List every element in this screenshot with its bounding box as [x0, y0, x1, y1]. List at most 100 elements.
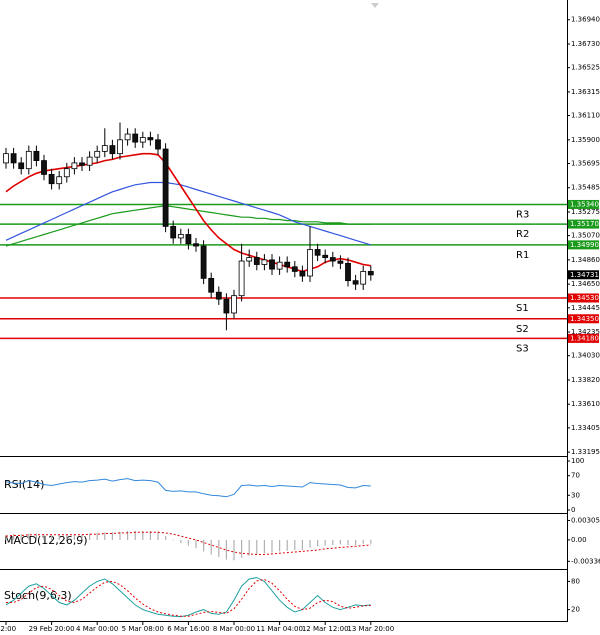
macd-bar — [172, 539, 174, 541]
macd-bar — [35, 533, 37, 540]
y-tick-label: 0 — [571, 506, 575, 514]
candle-body — [132, 133, 139, 143]
candle-body — [360, 271, 367, 285]
indicator-line — [5, 577, 371, 618]
y-tick-label: 1.36730 — [571, 40, 600, 48]
candle-body — [261, 259, 268, 265]
level-price-box — [568, 333, 599, 343]
macd-bar — [180, 539, 182, 544]
candle-body — [276, 261, 283, 270]
candle-body — [18, 162, 25, 170]
level-price-box — [568, 240, 599, 250]
macd-bar — [195, 539, 197, 549]
macd-bar — [347, 539, 349, 545]
y-tick-label: 1.33820 — [571, 376, 600, 384]
candle-body — [170, 226, 177, 239]
indicator-line — [5, 478, 371, 498]
macd-bar — [81, 534, 83, 540]
y-tick-label: 1.36315 — [571, 88, 600, 96]
y-tick-label: 1.33195 — [571, 448, 600, 456]
candle-body — [41, 160, 47, 175]
y-tick-label: 0.00 — [571, 536, 587, 544]
candle-body — [63, 168, 70, 178]
candle-body — [124, 133, 131, 141]
candle-body — [193, 243, 199, 247]
y-tick-label: 1.34445 — [571, 304, 600, 312]
x-tick-label: 29 Feb 20:00 — [29, 625, 75, 633]
y-tick-label: 1.35070 — [571, 232, 600, 240]
level-name: R1 — [516, 250, 529, 261]
candle-body — [337, 260, 344, 264]
macd-bar — [263, 539, 265, 554]
level-name: S2 — [516, 324, 529, 335]
level-price-label: 1.34530 — [570, 294, 599, 302]
candle-body — [147, 137, 154, 141]
macd-bar — [28, 533, 30, 540]
macd-bar — [127, 531, 129, 540]
level-name: R3 — [516, 209, 529, 220]
macd-bar — [203, 539, 205, 552]
macd-bar — [73, 534, 75, 540]
x-tick-label: 12 Mar 12:00 — [302, 625, 349, 633]
y-tick-label: -0.003364 — [571, 557, 600, 565]
macd-bar — [309, 539, 311, 548]
candle-body — [291, 266, 298, 272]
x-tick-label: 13 Mar 20:00 — [347, 625, 394, 633]
candle-body — [238, 260, 245, 297]
candle-body — [269, 259, 275, 270]
x-tick-label: 5 Mar 08:00 — [122, 625, 164, 633]
x-tick-label: 6 Mar 16:00 — [167, 625, 209, 633]
y-tick-label: 20 — [571, 606, 580, 614]
level-price-box — [568, 199, 599, 209]
macd-bar — [233, 539, 235, 561]
macd-bar — [355, 539, 357, 545]
level-price-label: 1.35340 — [570, 200, 599, 208]
candle-body — [25, 150, 32, 170]
x-tick-label: 12:00 — [0, 625, 16, 633]
candle-body — [299, 271, 306, 277]
macd-bar — [210, 539, 212, 555]
indicator-line — [6, 578, 371, 617]
macd-bar — [96, 532, 98, 540]
last-price-label: 1.34731 — [570, 271, 599, 279]
level-price-label: 1.34990 — [570, 241, 599, 249]
macd-bar — [134, 531, 136, 540]
x-tick-label: 8 Mar 00:00 — [213, 625, 255, 633]
macd-bar — [157, 531, 159, 540]
macd-bar — [248, 539, 250, 556]
y-tick-label: 1.36110 — [571, 112, 600, 120]
candle-body — [101, 145, 108, 152]
candle-body — [185, 234, 192, 245]
macd-bar — [286, 539, 288, 551]
candle-body — [215, 291, 222, 300]
y-tick-label: 70 — [571, 472, 580, 480]
macd-bar — [13, 534, 15, 540]
y-tick-label: 1.34860 — [571, 256, 600, 264]
candle-body — [117, 139, 123, 155]
candle-body — [231, 295, 237, 314]
candle-body — [71, 162, 78, 170]
y-tick-label: 80 — [571, 577, 580, 585]
y-tick-label: 1.35485 — [571, 184, 600, 192]
y-tick-label: 100 — [571, 457, 584, 465]
macd-bar — [51, 534, 53, 540]
candle-body — [162, 148, 169, 227]
macd-bar — [225, 539, 227, 560]
candle-body — [56, 176, 63, 185]
y-tick-label: 1.35900 — [571, 136, 600, 144]
macd-bar — [332, 539, 334, 545]
candle-body — [307, 249, 313, 277]
signal-line — [5, 531, 371, 555]
x-tick-label: 4 Mar 00:00 — [76, 625, 118, 633]
menu-arrow[interactable] — [371, 3, 379, 8]
y-tick-label: 1.36940 — [571, 16, 600, 24]
candle-body — [79, 162, 85, 166]
candle-body — [246, 257, 253, 262]
candle-body — [208, 277, 215, 293]
macd-bar — [241, 539, 243, 558]
candle-body — [94, 150, 101, 158]
candle-body — [329, 257, 336, 262]
macd-bar — [142, 531, 144, 540]
y-tick-label: 30 — [571, 491, 580, 499]
